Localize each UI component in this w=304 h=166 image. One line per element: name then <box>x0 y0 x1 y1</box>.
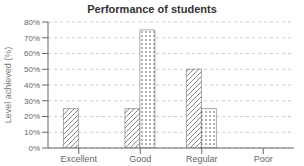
svg-text:30%: 30% <box>24 97 40 106</box>
html-text:Performance of students: Performance of students <box>87 3 217 15</box>
svg-text:40%: 40% <box>24 81 40 90</box>
svg-text:Poor: Poor <box>254 154 273 164</box>
svg-text:70%: 70% <box>24 34 40 43</box>
svg-text:Excellent: Excellent <box>60 154 97 164</box>
svg-text:0%: 0% <box>28 144 40 153</box>
svg-text:10%: 10% <box>24 128 40 137</box>
svg-text:20%: 20% <box>24 112 40 121</box>
svg-text:60%: 60% <box>24 49 40 58</box>
svg-text:80%: 80% <box>24 18 40 27</box>
svg-text:Regular: Regular <box>186 154 218 164</box>
svg-text:Good: Good <box>129 154 151 164</box>
svg-text:50%: 50% <box>24 65 40 74</box>
svg-text:Level achieved (%): Level achieved (%) <box>8 47 13 124</box>
